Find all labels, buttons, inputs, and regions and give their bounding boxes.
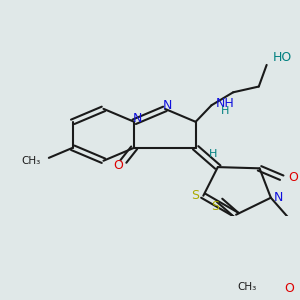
Text: CH₃: CH₃ (22, 157, 41, 166)
Text: N: N (274, 191, 284, 204)
Text: S: S (191, 189, 200, 202)
Text: HO: HO (273, 51, 292, 64)
Text: N: N (163, 99, 172, 112)
Text: N: N (133, 112, 142, 125)
Text: H: H (221, 106, 230, 116)
Text: NH: NH (215, 97, 234, 110)
Text: O: O (289, 171, 298, 184)
Text: CH₃: CH₃ (238, 282, 257, 292)
Text: S: S (211, 200, 219, 213)
Text: O: O (285, 282, 295, 295)
Text: H: H (208, 149, 217, 159)
Text: O: O (113, 159, 123, 172)
